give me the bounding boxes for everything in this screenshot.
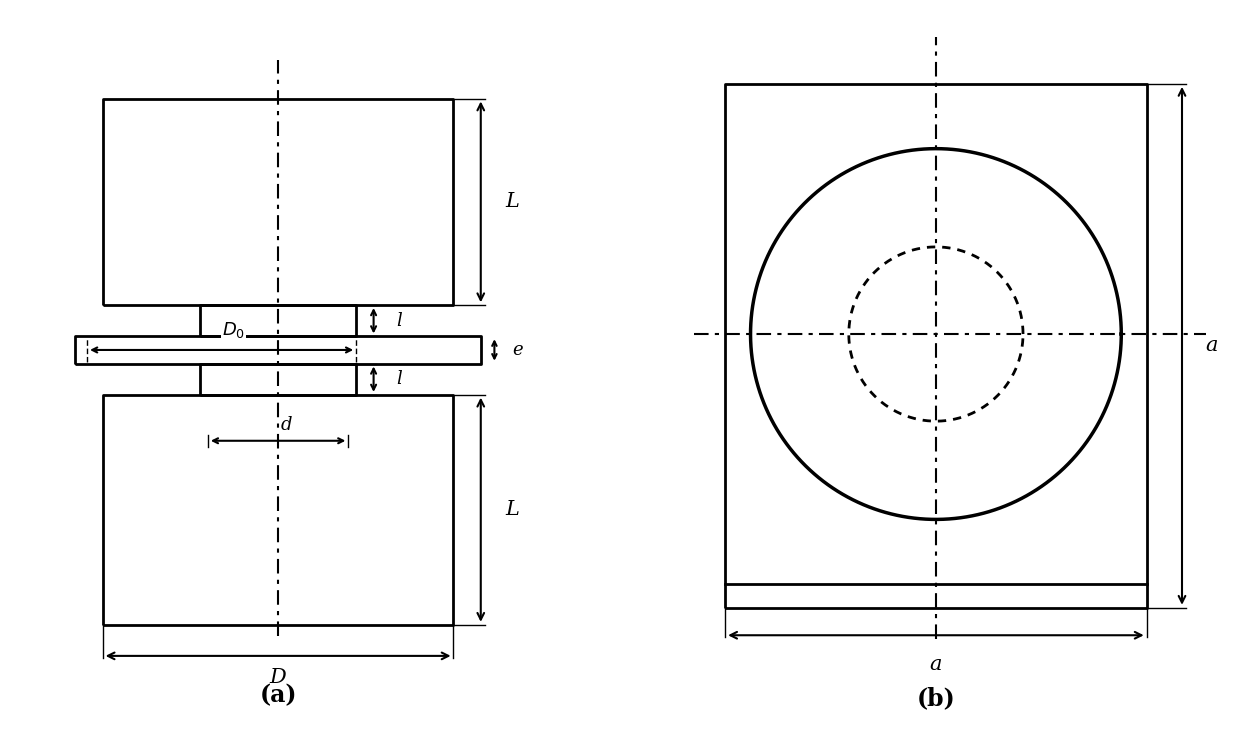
Text: d: d xyxy=(280,416,291,434)
Text: D: D xyxy=(270,668,286,686)
Text: L: L xyxy=(505,193,518,212)
Text: (b): (b) xyxy=(916,686,955,711)
Text: l: l xyxy=(396,312,402,330)
Text: $D_0$: $D_0$ xyxy=(222,320,244,340)
Text: a: a xyxy=(1205,337,1218,355)
Text: l: l xyxy=(396,370,402,388)
Text: (a): (a) xyxy=(259,683,296,707)
Text: a: a xyxy=(930,655,942,674)
Text: L: L xyxy=(505,501,518,519)
Text: e: e xyxy=(512,341,523,359)
